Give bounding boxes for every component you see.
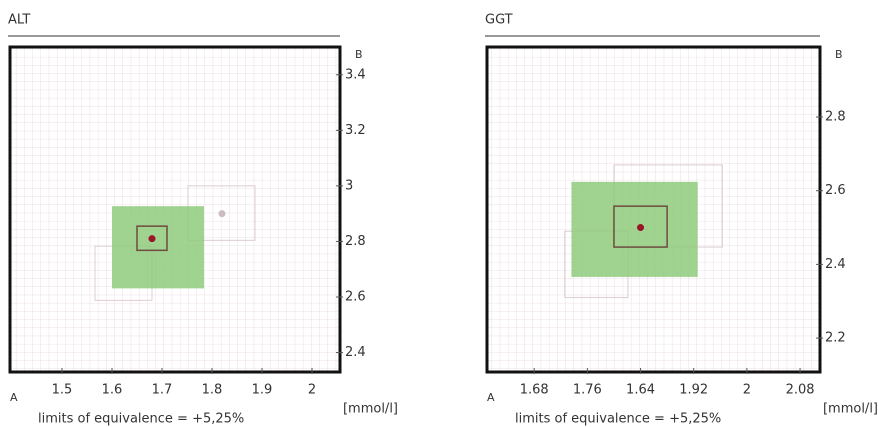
x-axis-label: A: [10, 391, 18, 404]
equivalence-note: limits of equivalence = +5,25%: [515, 412, 721, 427]
x-tick-label: 1.76: [573, 383, 602, 398]
x-tick-label: 1.8: [202, 383, 223, 398]
x-tick-label: 1.92: [679, 383, 708, 398]
x-tick-label: 1.7: [152, 383, 173, 398]
y-tick-label: 2.4: [345, 345, 366, 360]
chart-title: ALT: [8, 13, 30, 28]
point: [218, 210, 226, 218]
y-tick-label: 2.2: [825, 331, 846, 346]
x-tick-label: 1.9: [252, 383, 273, 398]
x-tick-label: 2: [308, 383, 316, 398]
confidence-box: [613, 205, 668, 248]
y-tick-label: 2.6: [345, 290, 366, 305]
unit-label: [mmol/l]: [823, 402, 878, 417]
x-tick-label: 1.5: [52, 383, 73, 398]
x-tick-label: 1.64: [626, 383, 655, 398]
y-tick-label: 3: [345, 178, 353, 193]
y-tick-label: 3.2: [345, 123, 366, 138]
equivalence-note: limits of equivalence = +5,25%: [38, 412, 244, 427]
point: [637, 224, 645, 232]
x-tick-label: 2: [743, 383, 751, 398]
y-axis-label: B: [355, 48, 363, 61]
chart-title: GGT: [485, 13, 513, 28]
equivalence-region: [112, 206, 204, 289]
y-tick-label: 3.4: [345, 67, 366, 82]
plot-frame: [485, 45, 822, 374]
y-axis-label: B: [835, 48, 843, 61]
y-tick-label: 2.4: [825, 257, 846, 272]
plot-frame: [8, 45, 342, 374]
x-axis-label: A: [487, 391, 495, 404]
point: [148, 235, 156, 243]
x-tick-label: 2.08: [786, 383, 815, 398]
x-tick-label: 1.6: [102, 383, 123, 398]
y-tick-label: 2.8: [825, 110, 846, 125]
unit-label: [mmol/l]: [343, 402, 398, 417]
x-tick-label: 1.68: [520, 383, 549, 398]
equivalence-region: [571, 181, 698, 277]
confidence-box: [136, 225, 168, 252]
y-tick-label: 2.8: [345, 234, 366, 249]
y-tick-label: 2.6: [825, 183, 846, 198]
